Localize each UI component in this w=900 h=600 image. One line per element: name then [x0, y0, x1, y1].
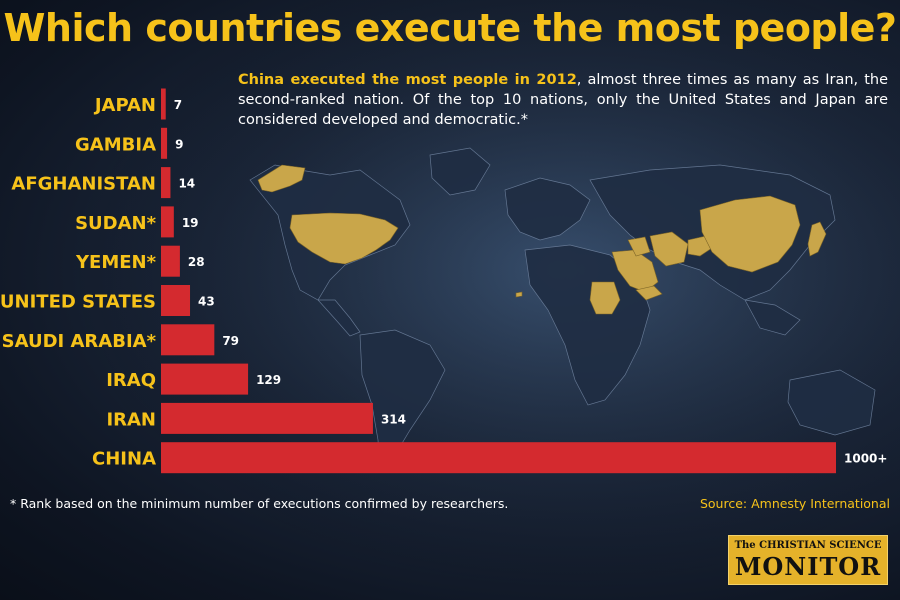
- bar: [161, 127, 168, 159]
- value-label: 28: [188, 255, 205, 269]
- category-label: GAMBIA: [75, 134, 156, 155]
- logo-line-2: MONITOR: [734, 552, 882, 581]
- subtitle-rest: , almost three times as many as Iran, th…: [238, 72, 889, 128]
- category-label: UNITED STATES: [0, 292, 156, 313]
- bar: [161, 442, 836, 474]
- value-label: 19: [182, 216, 199, 230]
- category-label: JAPAN: [93, 95, 156, 116]
- category-label: AFGHANISTAN: [11, 174, 156, 195]
- value-label: 79: [222, 334, 239, 348]
- china-shape: [699, 195, 801, 273]
- page-title: Which countries execute the most people?: [3, 6, 897, 50]
- united-states-shape: [289, 212, 399, 265]
- bar: [161, 402, 373, 434]
- category-label: IRAQ: [106, 370, 156, 391]
- iran-shape: [649, 231, 689, 267]
- greenland-outline: [429, 147, 491, 196]
- category-label: SUDAN*: [75, 213, 157, 234]
- map-outline-continents: [249, 147, 876, 471]
- sudan-shape: [589, 281, 621, 315]
- bar: [161, 285, 191, 316]
- southeast-asia-outline: [744, 299, 801, 336]
- category-label: CHINA: [92, 449, 156, 470]
- bar: [161, 206, 174, 238]
- category-label: IRAN: [106, 409, 156, 430]
- iraq-shape: [627, 236, 651, 257]
- bar: [161, 167, 171, 199]
- bar: [161, 363, 249, 395]
- category-label: YEMEN*: [75, 252, 157, 273]
- map-highlighted-countries: [257, 164, 827, 315]
- value-label: 43: [198, 295, 215, 309]
- publisher-logo: The CHRISTIAN SCIENCE MONITOR: [728, 535, 888, 585]
- value-label: 129: [256, 373, 281, 387]
- footnote: * Rank based on the minimum number of ex…: [10, 496, 509, 511]
- logo-line-1: The CHRISTIAN SCIENCE: [734, 540, 882, 551]
- value-label: 1000+: [844, 452, 887, 466]
- category-label: SAUDI ARABIA*: [2, 331, 157, 352]
- yemen-shape: [635, 285, 663, 301]
- europe-outline: [504, 177, 591, 241]
- value-label: 9: [175, 137, 183, 151]
- value-label: 314: [381, 412, 406, 426]
- gambia-shape: [515, 291, 523, 298]
- value-label: 14: [178, 177, 195, 191]
- value-label: 7: [174, 98, 182, 112]
- subtitle-highlight: China executed the most people in 2012: [238, 72, 577, 88]
- bar: [161, 88, 166, 120]
- bar: [161, 324, 215, 356]
- alaska-shape: [257, 164, 306, 193]
- subtitle-text: China executed the most people in 2012, …: [238, 70, 888, 130]
- central-america-outline: [317, 299, 361, 337]
- japan-shape: [807, 221, 827, 257]
- source-credit: Source: Amnesty International: [699, 496, 890, 511]
- australia-outline: [787, 369, 876, 436]
- afghanistan-shape: [687, 235, 713, 257]
- bar: [161, 245, 180, 277]
